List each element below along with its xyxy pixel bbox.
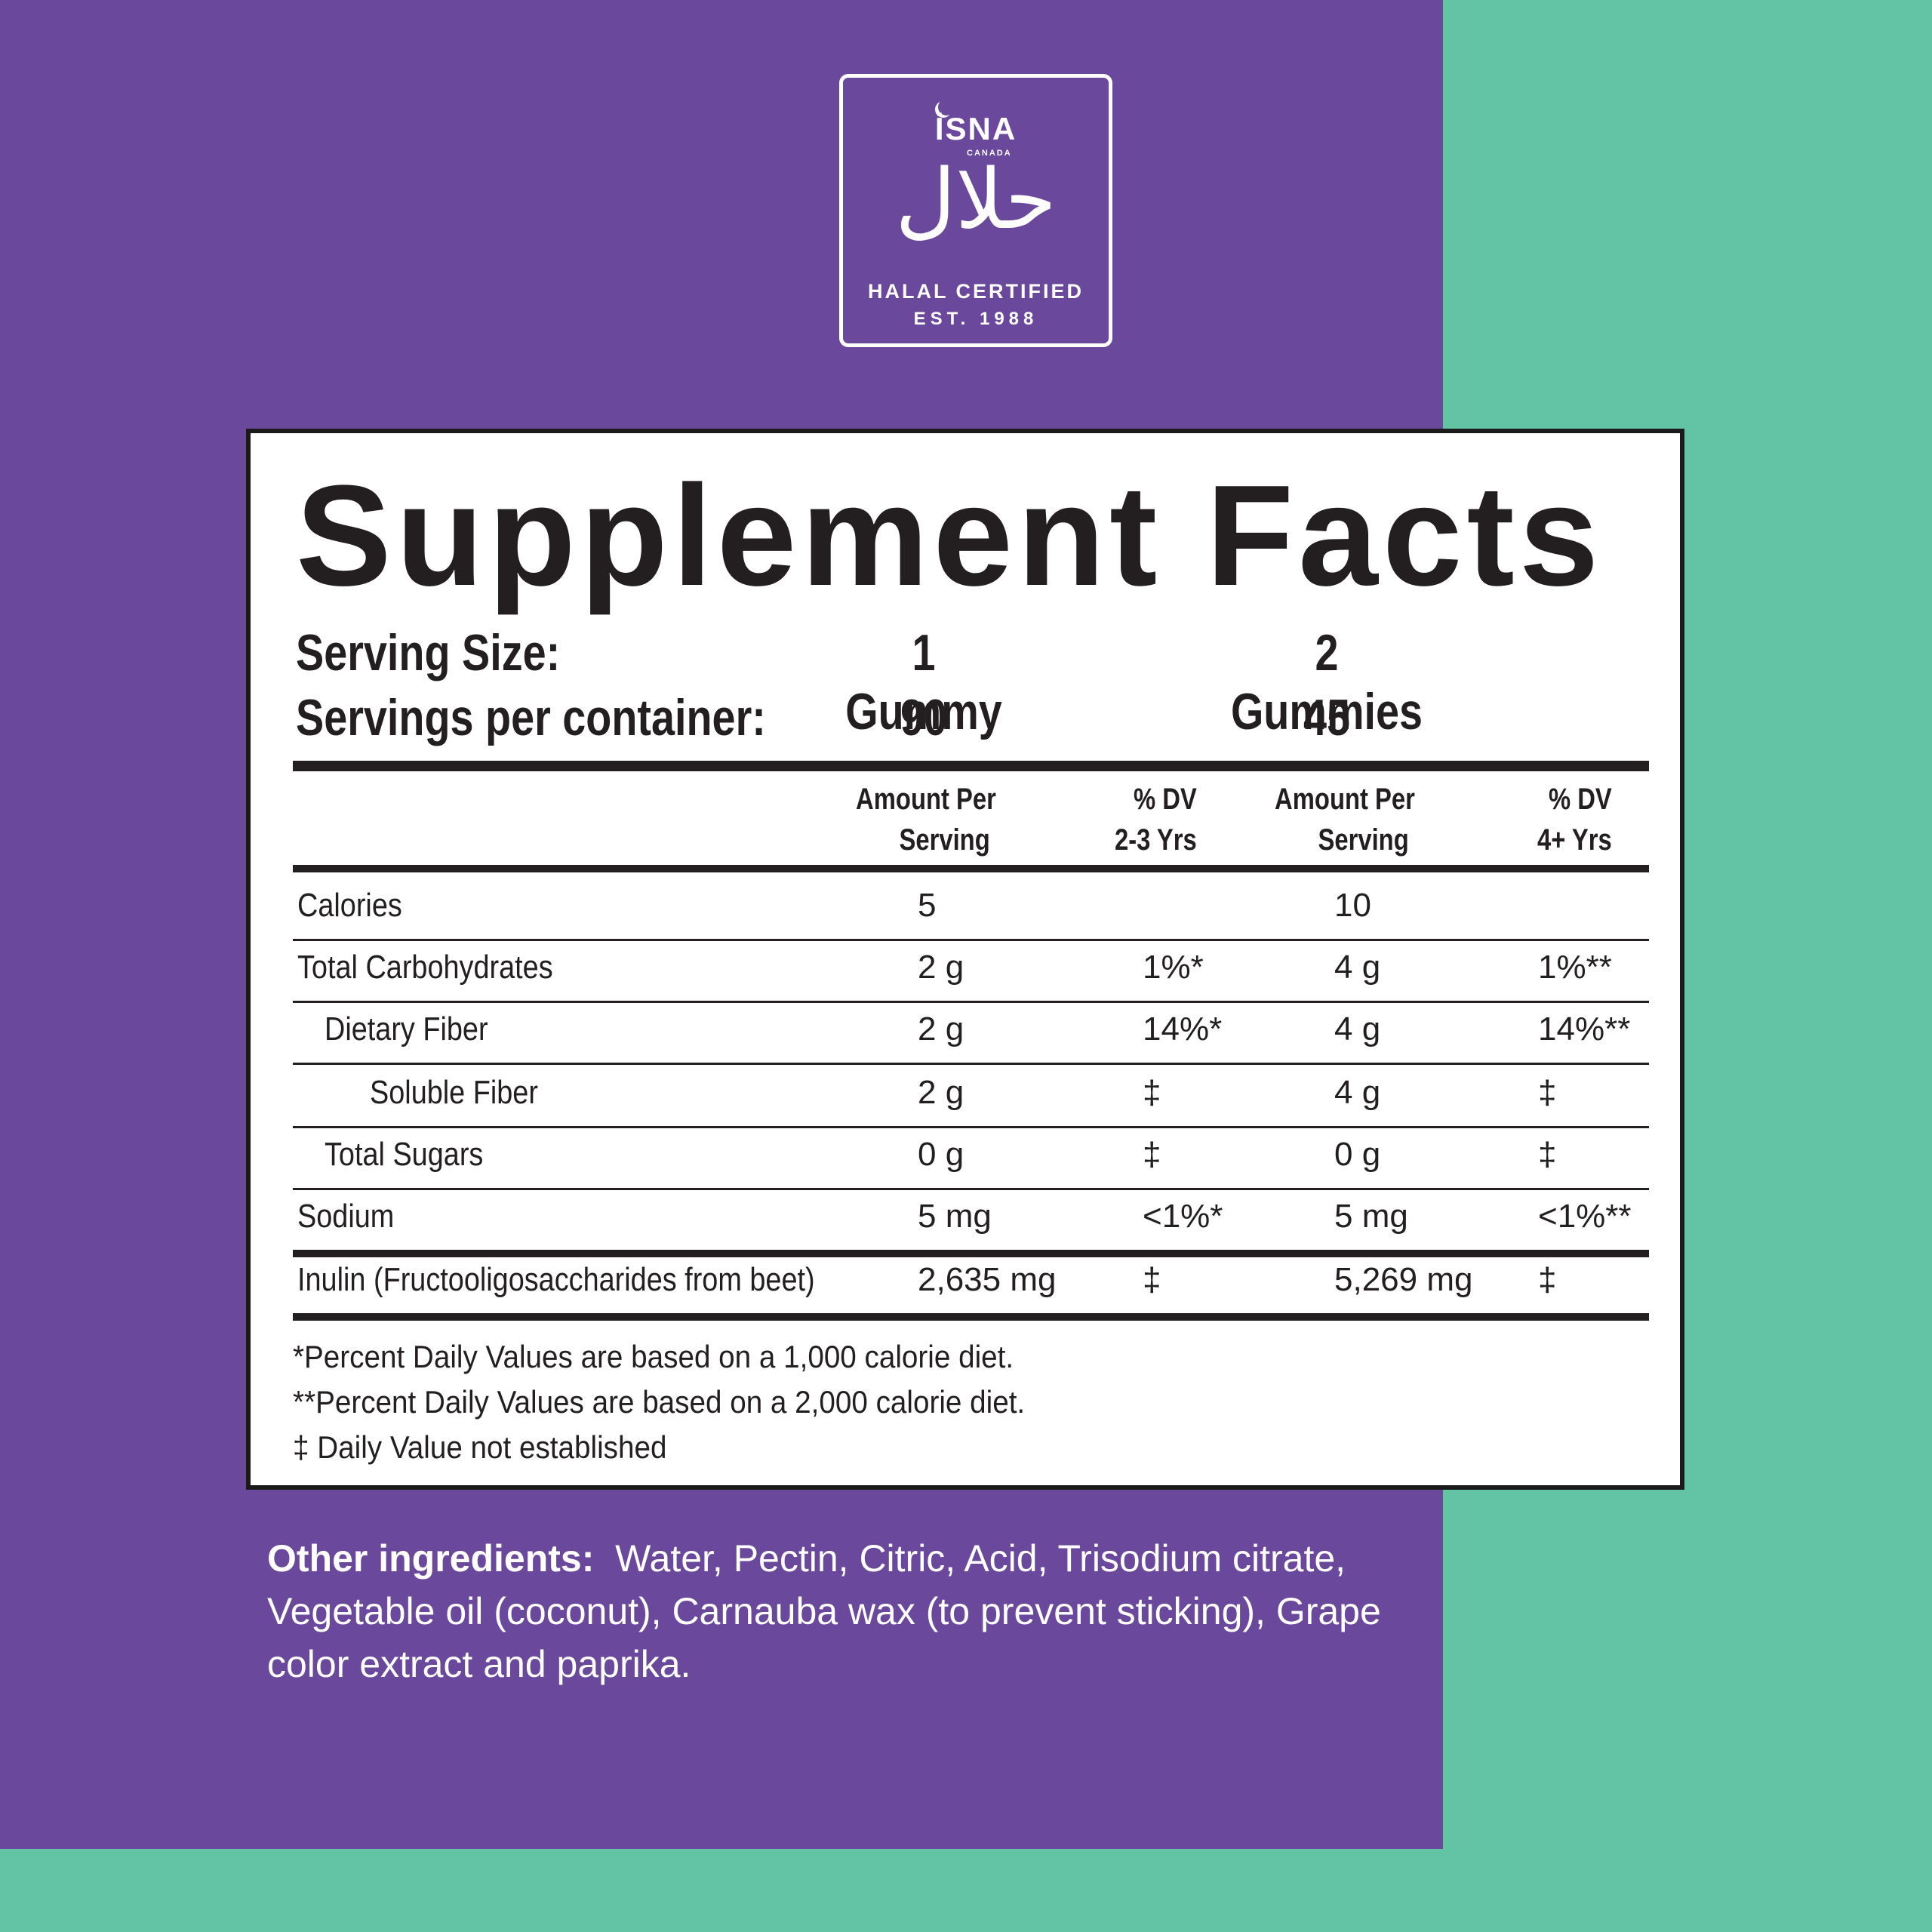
row-amt1-total-sugars: 0 g	[918, 1136, 964, 1173]
row-dv2-total-sugars: ‡	[1538, 1136, 1557, 1173]
servings-per-container-2: 45	[1303, 689, 1351, 746]
row-dv2-inulin: ‡	[1538, 1261, 1557, 1298]
row-amt1-inulin: 2,635 mg	[918, 1261, 1057, 1298]
footnotes: *Percent Daily Values are based on a 1,0…	[293, 1334, 1025, 1470]
badge-established-text: EST. 1988	[913, 309, 1038, 329]
row-dv1-total-sugars: ‡	[1143, 1136, 1161, 1173]
row-amt1-total-carbohydrates: 2 g	[918, 949, 964, 986]
divider-thick	[293, 761, 1649, 771]
row-label-sodium: Sodium	[297, 1198, 395, 1235]
row-dv1-dietary-fiber: 14%*	[1143, 1011, 1223, 1048]
serving-size-2: 2 Gummies	[1230, 624, 1423, 740]
column-header-amount-1: Amount Per Serving	[856, 783, 996, 857]
row-label-total-sugars: Total Sugars	[325, 1136, 484, 1173]
row-amt1-sodium: 5 mg	[918, 1198, 992, 1235]
row-dv1-inulin: ‡	[1143, 1261, 1161, 1298]
row-dv1-soluble-fiber: ‡	[1143, 1074, 1161, 1111]
badge-certified-text: HALAL CERTIFIED	[868, 280, 1084, 303]
badge-arabic-halal-text: حلال	[895, 151, 1057, 248]
row-dv2-soluble-fiber: ‡	[1538, 1074, 1557, 1111]
row-divider	[293, 939, 1649, 941]
row-divider	[293, 1001, 1649, 1003]
row-label-soluble-fiber: Soluble Fiber	[370, 1074, 538, 1111]
row-label-total-carbohydrates: Total Carbohydrates	[297, 949, 553, 986]
column-header-dv-2: % DV 4+ Yrs	[1537, 783, 1612, 857]
divider-bottom	[293, 1313, 1649, 1321]
column-header-dv-1: % DV 2-3 Yrs	[1114, 783, 1197, 857]
row-divider	[293, 1188, 1649, 1190]
row-dv2-sodium: <1%**	[1538, 1198, 1632, 1235]
footnote-1000-calorie: *Percent Daily Values are based on a 1,0…	[293, 1339, 1014, 1374]
servings-per-container-label: Servings per container:	[296, 689, 766, 746]
row-label-inulin: Inulin (Fructooligosaccharides from beet…	[297, 1261, 815, 1298]
divider-mid	[293, 1250, 1649, 1257]
row-amt2-inulin: 5,269 mg	[1334, 1261, 1473, 1298]
ingredients-title: Other ingredients:	[267, 1537, 595, 1580]
row-label-dietary-fiber: Dietary Fiber	[325, 1011, 488, 1048]
row-dv1-sodium: <1%*	[1143, 1198, 1223, 1235]
row-amt1-soluble-fiber: 2 g	[918, 1074, 964, 1111]
row-amt2-total-sugars: 0 g	[1334, 1136, 1381, 1173]
row-dv2-total-carbohydrates: 1%**	[1538, 949, 1612, 986]
divider-header	[293, 865, 1649, 872]
ingredients-text: Water, Pectin, Citric, Acid, Trisodium c…	[267, 1537, 1381, 1685]
row-amt2-sodium: 5 mg	[1334, 1198, 1408, 1235]
row-divider	[293, 1063, 1649, 1065]
badge-canada-text: CANADA	[967, 149, 1012, 158]
footnote-2000-calorie: **Percent Daily Values are based on a 2,…	[293, 1384, 1026, 1420]
row-amt2-calories: 10	[1334, 887, 1371, 924]
row-amt1-dietary-fiber: 2 g	[918, 1011, 964, 1048]
row-amt1-calories: 5	[918, 887, 937, 924]
row-amt2-soluble-fiber: 4 g	[1334, 1074, 1381, 1111]
row-dv1-total-carbohydrates: 1%*	[1143, 949, 1204, 986]
badge-isna-text: İSNA	[934, 111, 1017, 146]
footnote-dv-not-established: ‡ Daily Value not established	[293, 1429, 667, 1465]
facts-title: Supplement Facts	[296, 456, 1604, 616]
supplement-facts-panel: Supplement Facts Serving Size: 1 Gummy 2…	[246, 429, 1684, 1490]
serving-size-1: 1 Gummy	[845, 624, 1002, 740]
other-ingredients: Other ingredients: Water, Pectin, Citric…	[267, 1532, 1444, 1690]
column-header-amount-2: Amount Per Serving	[1275, 783, 1415, 857]
row-amt2-dietary-fiber: 4 g	[1334, 1011, 1381, 1048]
halal-certification-badge: İSNA CANADA حلال HALAL CERTIFIED EST. 19…	[839, 74, 1112, 347]
row-divider	[293, 1126, 1649, 1128]
row-amt2-total-carbohydrates: 4 g	[1334, 949, 1381, 986]
row-label-calories: Calories	[297, 887, 402, 924]
serving-size-label: Serving Size:	[296, 624, 561, 681]
row-dv2-dietary-fiber: 14%**	[1538, 1011, 1631, 1048]
servings-per-container-1: 90	[900, 689, 948, 746]
